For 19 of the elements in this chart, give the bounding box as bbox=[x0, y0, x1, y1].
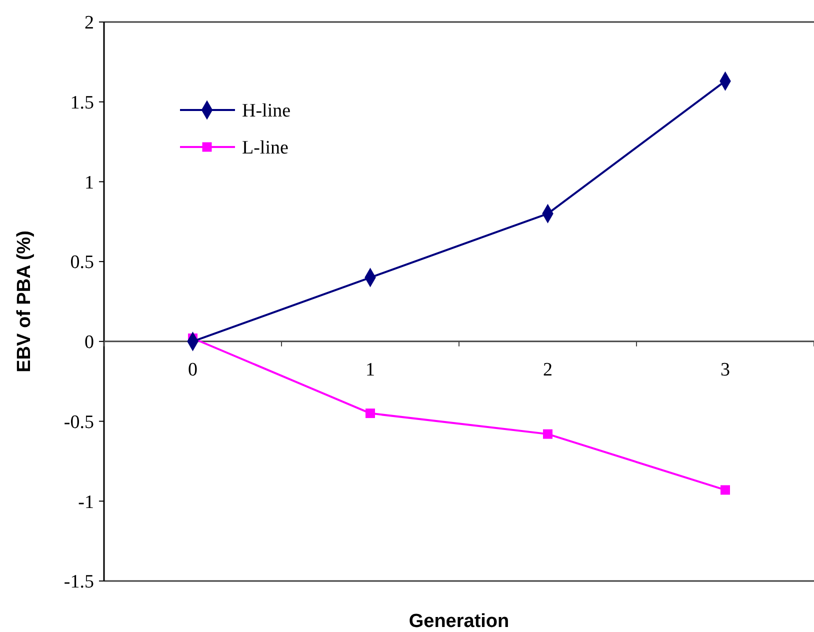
legend-label: H-line bbox=[242, 100, 291, 122]
y-tick-label: 0 bbox=[84, 332, 94, 354]
y-tick-label: 1.5 bbox=[70, 92, 94, 114]
x-axis-title: Generation bbox=[408, 611, 510, 632]
x-tick-label: 3 bbox=[720, 359, 730, 380]
y-tick-label: 2 bbox=[84, 12, 94, 34]
point bbox=[543, 429, 552, 439]
y-tick-label: 1 bbox=[84, 172, 94, 194]
point bbox=[720, 485, 730, 495]
x-tick-label: 2 bbox=[543, 359, 552, 380]
point bbox=[366, 408, 375, 418]
x-tick-label: 0 bbox=[188, 359, 198, 380]
x-tick-label: 1 bbox=[366, 359, 375, 380]
y-tick-label: -0.5 bbox=[64, 412, 94, 433]
y-axis-title: EBV of PBA (%) bbox=[14, 230, 35, 372]
y-tick-label: -1 bbox=[78, 492, 94, 513]
y-tick-label: -1.5 bbox=[64, 572, 94, 593]
legend-label: L-line bbox=[242, 138, 288, 159]
y-tick-label: 0.5 bbox=[70, 252, 94, 274]
